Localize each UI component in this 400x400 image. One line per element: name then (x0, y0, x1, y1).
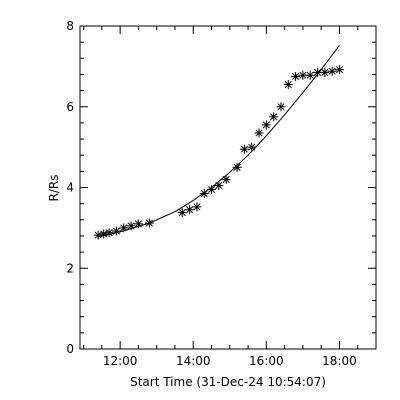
data-point (192, 202, 202, 212)
y-tick-label: 2 (66, 261, 74, 275)
data-point (214, 180, 224, 190)
data-point (185, 205, 195, 215)
data-point (334, 65, 344, 75)
y-axis-title: R/Rs (47, 175, 61, 202)
data-point (239, 144, 249, 154)
data-point (291, 71, 301, 81)
data-point (133, 219, 143, 229)
data-point (247, 142, 257, 152)
data-points-layer (93, 65, 344, 240)
data-point (93, 230, 103, 240)
data-point (111, 226, 121, 236)
x-tick-label: 16:00 (249, 354, 284, 368)
data-point (221, 174, 231, 184)
data-point (207, 185, 217, 195)
x-axis-title: Start Time (31-Dec-24 10:54:07) (130, 375, 326, 389)
plot-frame (79, 25, 377, 350)
axis-ticks: 0 2 4 6 8 12:00 14:00 16:00 18:00 (66, 19, 377, 368)
data-point (144, 218, 154, 228)
data-point (305, 70, 315, 80)
data-point (119, 223, 129, 233)
y-tick-label: 0 (66, 342, 74, 356)
data-point (126, 221, 136, 231)
data-point (261, 120, 271, 130)
y-tick-label: 6 (66, 100, 74, 114)
data-point (99, 229, 109, 239)
data-point (177, 208, 187, 218)
x-tick-label: 18:00 (322, 354, 357, 368)
y-tick-label: 8 (66, 19, 74, 33)
x-tick-label: 14:00 (176, 354, 211, 368)
data-point (320, 67, 330, 77)
y-tick-label: 4 (66, 181, 74, 195)
data-point (232, 162, 242, 172)
data-point (104, 228, 114, 238)
data-point (276, 102, 286, 112)
x-tick-label: 12:00 (103, 354, 138, 368)
data-point (327, 66, 337, 76)
data-point (269, 112, 279, 122)
data-point (254, 128, 264, 138)
data-point (199, 189, 209, 199)
data-point (283, 80, 293, 90)
